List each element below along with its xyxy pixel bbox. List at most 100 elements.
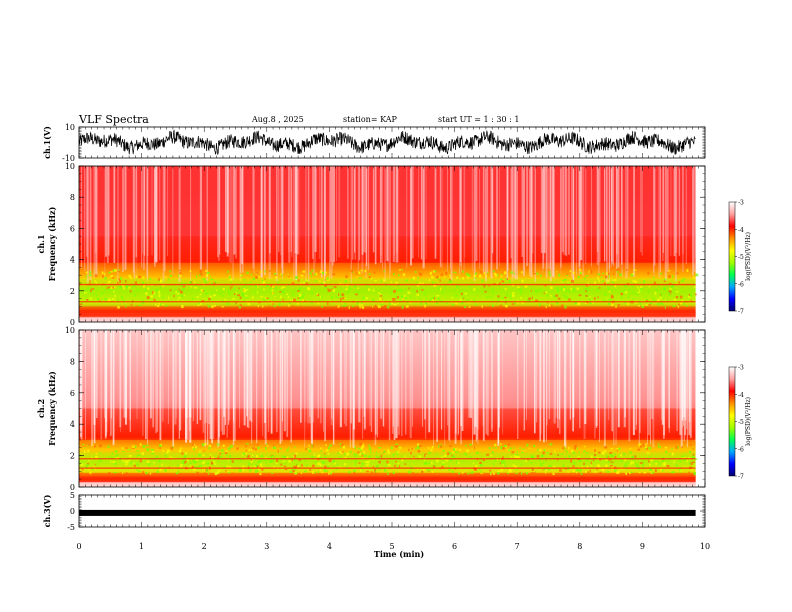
ch1-spectrogram-speckle [107, 286, 111, 289]
ch1-spectrogram-speckle [449, 274, 451, 278]
ch2-spectrogram-speckle [107, 445, 110, 448]
ch2-spectrogram-speckle [492, 447, 494, 449]
ch2-spectrogram-speckle [257, 460, 261, 464]
ch2-spectrogram-speckle [195, 445, 197, 449]
ch1-spectrogram-speckle [195, 284, 197, 287]
ch2-spectrogram-speckle [464, 444, 467, 447]
colorbar-tick-label: -4 [738, 227, 744, 234]
ch1-spectrogram-speckle [424, 302, 427, 305]
ch1-spectrogram-speckle [368, 272, 371, 275]
colorbar-tick-label: -4 [738, 392, 744, 399]
ch1-spectrogram-speckle [504, 288, 507, 291]
ch2-spectrogram-speckle [87, 443, 90, 446]
ch1-spectrogram-streak [354, 166, 356, 260]
ch2-spectrogram-speckle [228, 472, 230, 474]
ch1-spectrogram-speckle [608, 275, 610, 278]
ch2-spectrogram-streak [218, 330, 220, 446]
ch2-spectrogram-speckle [155, 456, 159, 460]
ch1-spectrogram-speckle [520, 271, 523, 274]
ch1-spectrogram-speckle [119, 285, 123, 289]
ch2-spectrogram-streak [485, 330, 487, 435]
ch2-spectrogram-speckle [614, 453, 616, 455]
ch2-spectrogram-speckle [320, 449, 323, 452]
ch1-spectrogram-speckle [652, 296, 655, 300]
ch2-spectrogram-speckle [497, 470, 501, 473]
ch2-spectrogram-speckle [198, 454, 202, 457]
ch2-spectrogram-streak [475, 330, 477, 442]
ch1-spectrogram-streak [95, 166, 98, 277]
ch2-spectrogram-speckle [269, 456, 272, 458]
station-label: station= KAP [343, 115, 398, 124]
ch1-spectrogram-speckle [566, 273, 569, 276]
ch1-spectrogram-speckle [305, 282, 308, 286]
ch2-spectrogram-speckle [441, 465, 444, 469]
ch1-spectrogram-streak [206, 166, 208, 282]
ch1-spectrogram-speckle [292, 293, 294, 297]
ch1-spectrogram-speckle [557, 297, 561, 300]
ch2-spectrogram-streak [623, 330, 626, 428]
ch1-spectrogram-speckle [560, 287, 563, 291]
ch1-spectrogram-streak [105, 166, 107, 257]
ch1-spectrogram-streak [280, 166, 282, 256]
ch2-spectrogram-speckle [507, 443, 511, 446]
ch1-spectrogram-speckle [505, 282, 508, 284]
ch2-spectrogram-speckle [301, 472, 303, 475]
ch1-spectrogram-speckle [358, 291, 361, 294]
ch2-spectrogram-streak [599, 330, 600, 443]
ch1-spectrogram-speckle [519, 288, 522, 292]
ch1-spectrogram-speckle [576, 287, 580, 290]
ch1-spectrogram-streak [235, 166, 237, 259]
ch1-spectrogram-streak [422, 166, 425, 269]
ch1-spectrogram-speckle [146, 296, 150, 300]
ch2-spectrogram-speckle [659, 445, 661, 449]
ch2-spectrogram-speckle [451, 454, 453, 457]
ch1-spectrogram-speckle [86, 298, 89, 301]
ch2-spectrogram-speckle [141, 452, 145, 455]
ch2-spectrogram-streak [312, 330, 314, 423]
ch2-spectrogram-streak [668, 330, 670, 433]
ch2-spectrogram-speckle [203, 468, 206, 472]
ch2-spectrogram-speckle [670, 471, 673, 473]
ch2-spectrogram-speckle [511, 451, 515, 454]
ch1-spectrogram-streak [333, 166, 335, 263]
ch2-spectrogram-speckle [219, 453, 222, 455]
ch2-spectrogram-speckle [476, 470, 478, 473]
ch1-spectrogram-speckle [199, 273, 203, 276]
ch2-spectrogram-speckle [358, 462, 361, 464]
ch1-spectrogram-speckle [177, 295, 180, 297]
ch2-spectrogram-streak [683, 330, 685, 426]
ch1-spectrogram-speckle [142, 284, 146, 288]
ch2-spectrogram-streak [409, 330, 412, 439]
ch2-spectrogram-streak [374, 330, 377, 435]
ch2-spectrogram-speckle [284, 468, 288, 471]
ch2-spectrogram-speckle [467, 472, 470, 475]
ch2-spectrogram-speckle [690, 468, 694, 471]
x-tick-label: 3 [264, 542, 269, 551]
ch2-spectrogram-streak [172, 330, 175, 447]
ch2-spectrogram-speckle [410, 451, 412, 455]
ch2-spectrogram-streak [205, 330, 208, 423]
ch1-spectrogram-speckle [553, 295, 556, 299]
ch1-spectrogram-speckle [95, 281, 97, 284]
ch2-spectrogram-speckle [577, 455, 580, 458]
ch2-spectrogram-speckle [272, 446, 276, 449]
ch1-spectrogram-streak [675, 166, 678, 254]
ch2-spectrogram-streak [681, 330, 683, 429]
ch1-spectrogram-streak [240, 166, 242, 273]
ch2-spectrogram-streak [424, 330, 426, 420]
ch1-spectrogram-speckle [578, 294, 582, 297]
ch2-spectrogram-streak [350, 330, 352, 424]
ch2-spectrogram-streak [363, 330, 366, 429]
ch1-spectrogram-speckle [570, 284, 573, 286]
ch1-spectrogram-streak [479, 166, 481, 269]
ch1-spectrogram-speckle [106, 287, 108, 290]
ch1-spectrogram-speckle [383, 305, 387, 307]
ch2-spectrogram-streak [502, 330, 504, 435]
ch1-spectrogram-speckle [474, 276, 477, 279]
ch1-spectrogram-streak [117, 166, 119, 283]
ch1-spectrogram-speckle [532, 270, 535, 272]
ch2-spectrogram-speckle [499, 443, 502, 446]
ch2-spectrogram-speckle [147, 463, 151, 466]
ch2-spectrogram-streak [397, 330, 399, 427]
